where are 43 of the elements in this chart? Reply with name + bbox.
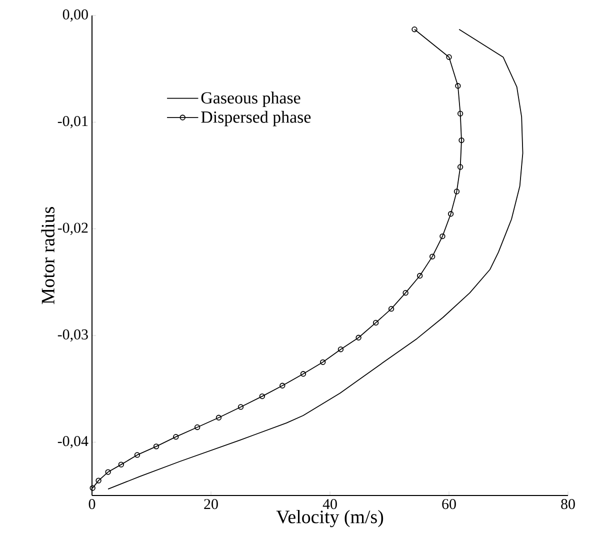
point — [454, 188, 460, 194]
point — [173, 434, 179, 440]
y-tick-label: -0,01 — [58, 116, 88, 128]
y-tick-label: -0,02 — [58, 222, 88, 235]
point — [300, 371, 306, 377]
point — [448, 211, 454, 217]
legend-label: Gaseous phase — [201, 92, 300, 108]
y-tick-label: -0,03 — [58, 329, 88, 342]
point — [320, 359, 326, 366]
point — [446, 54, 452, 60]
point — [194, 424, 200, 430]
point — [417, 272, 423, 279]
point — [338, 346, 344, 352]
point — [280, 382, 286, 388]
x-tick-label: 60 — [442, 499, 456, 510]
point — [118, 462, 124, 468]
point — [458, 137, 464, 144]
point — [238, 404, 244, 410]
point — [457, 164, 464, 170]
y-tick-label: 0,00 — [62, 9, 88, 22]
point — [216, 414, 222, 420]
point — [259, 393, 266, 400]
legend-label: Dispersed phase — [201, 110, 311, 126]
point — [372, 320, 379, 326]
point — [430, 254, 436, 260]
x-axis-title: Velocity (m/s) — [276, 510, 384, 528]
point — [402, 290, 408, 296]
point — [356, 334, 362, 340]
point — [457, 110, 464, 116]
x-tick-label: 0 — [88, 499, 96, 510]
point — [455, 83, 461, 89]
x-tick-label: 80 — [561, 499, 575, 510]
point — [388, 306, 394, 312]
point — [134, 452, 140, 458]
point — [105, 469, 111, 475]
point — [153, 444, 160, 450]
y-tick-label: -0,04 — [58, 436, 88, 448]
y-axis-title: Motor radius — [41, 207, 54, 304]
x-tick-label: 40 — [322, 499, 337, 510]
x-tick-label: 20 — [204, 499, 218, 510]
point — [440, 233, 446, 240]
line-series — [108, 28, 524, 490]
point — [96, 478, 102, 484]
